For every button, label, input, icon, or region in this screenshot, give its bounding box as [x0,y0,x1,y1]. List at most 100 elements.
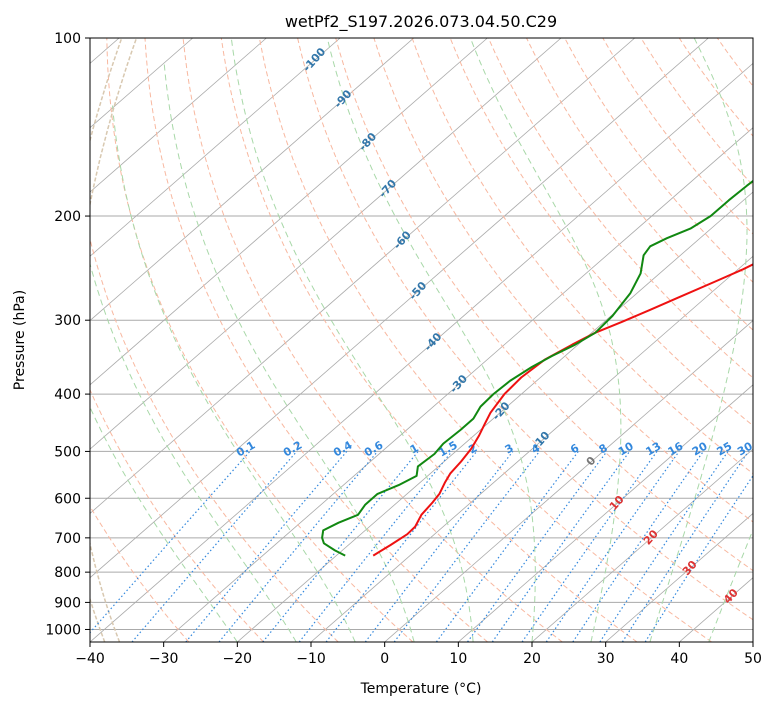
x-tick-label: −30 [149,651,179,667]
mixing-ratio-line [131,451,298,642]
mixing-ratio-line [521,451,658,642]
mixing-ratio-line [467,451,608,642]
profile-lines [321,179,753,557]
mixing-ratio-label: 0.4 [331,438,355,459]
dry-adiabat [90,237,339,642]
mixing-ratio-label: 6 [568,441,581,456]
mixing-ratio-line [262,451,419,642]
mixing-ratio-label: 25 [715,440,735,459]
mixing-ratio-label: 36 [756,439,775,458]
dry-adiabat [564,38,753,283]
isotherm [531,448,753,642]
x-tick-label: 0 [380,651,389,667]
dry-adiabat [335,38,753,572]
mixing-ratio-line [644,474,753,642]
dry-adiabat [602,38,753,235]
mixing-ratio-line [572,451,704,642]
isotherm-label: -20 [490,399,513,423]
x-tick-label: −10 [296,651,326,667]
reference-curve [90,38,123,642]
dry-adiabat [90,505,190,642]
isotherm [384,320,753,642]
mixing-ratio-line [364,451,514,642]
moist-adiabat [112,105,356,642]
mixing-ratio-label: 30 [735,439,755,458]
isotherm-label: -100 [300,45,328,74]
moist-adiabat [649,38,748,642]
moist-adiabat [469,38,622,642]
mixing-ratio-label: 13 [643,440,663,459]
x-tick-label: −20 [223,651,253,667]
mixing-ratio-line [435,451,579,642]
temperature-line [372,263,753,557]
mixing-ratio-label: 3 [503,441,516,456]
mixing-ratio-label: 0.2 [281,438,304,459]
moist-adiabat [90,262,297,642]
mixing-ratio-label: 10 [616,439,636,458]
mixing-ratio-line [545,451,680,642]
x-axis: −40 −30 −20 −10 0 10 20 30 40 50 [75,642,762,667]
dry-adiabat [411,38,753,475]
x-tick-label: 10 [449,651,467,667]
mixing-ratio-label: 1 [408,441,421,456]
x-tick-label: 20 [523,651,541,667]
y-tick-label: 700 [54,531,81,547]
line-labels: 0.1 0.2 0.4 0.6 1 1.5 2 3 4 6 8 10 13 16 20 25 30 36-100-… [234,45,775,606]
y-tick-label: 1000 [45,622,81,638]
mixing-ratio-line [90,451,251,634]
dewpoint-line [321,179,753,557]
dry-adiabat [297,38,753,621]
dry-adiabat [90,388,264,642]
mixing-ratio-line [298,451,453,642]
x-axis-label: Temperature (°C) [360,681,482,697]
isotherm [90,38,488,386]
y-tick-label: 800 [54,565,81,581]
y-tick-label: 500 [54,444,81,460]
y-tick-label: 100 [54,31,81,47]
reference-curve [90,38,138,642]
isotherm [90,62,753,642]
isotherm [310,255,753,642]
isotherm-label: -50 [406,279,429,303]
y-tick-label: 900 [54,595,81,611]
mixing-ratio-line [599,451,729,642]
background-lines [90,38,775,642]
moist-adiabat [230,38,474,642]
isotherm [605,512,753,642]
dry-adiabat [640,38,753,187]
mixing-ratio-line [218,451,379,642]
mixing-ratio-line [491,451,631,642]
mixing-ratio-line [325,451,478,642]
mixing-ratio-line [185,451,348,642]
isotherm [458,384,753,642]
dry-adiabat [106,38,414,642]
moist-adiabat [708,528,753,642]
dry-adiabat [220,38,638,642]
x-tick-label: 30 [597,651,615,667]
isotherm [237,191,753,642]
isotherm [90,38,267,193]
dry-adiabat [526,38,753,331]
mixing-ratio-label: 16 [666,439,686,458]
isotherm-label: -70 [376,177,399,201]
plot-frame [89,37,754,643]
isotherm [163,127,753,642]
y-tick-label: 600 [54,491,81,507]
dry-adiabat [182,38,563,642]
mixing-ratio-label: 0.6 [362,438,386,459]
y-tick-label: 300 [54,313,81,329]
isotherm [90,38,709,579]
mixing-ratio-label: 2 [466,441,479,456]
y-tick-label: 200 [54,209,81,225]
dry-adiabat [373,38,753,523]
x-tick-label: 40 [670,651,688,667]
isotherm [90,38,415,322]
dry-adiabat [756,38,775,642]
chart-title: wetPf2_S197.2026.073.04.50.C29 [285,12,557,32]
isotherm-label: -30 [447,372,470,396]
mixing-ratio-label: 0.1 [234,438,257,459]
x-tick-label: 50 [744,651,762,667]
mixing-ratio-line [393,451,540,642]
isotherm [90,38,194,129]
y-tick-label: 400 [54,387,81,403]
